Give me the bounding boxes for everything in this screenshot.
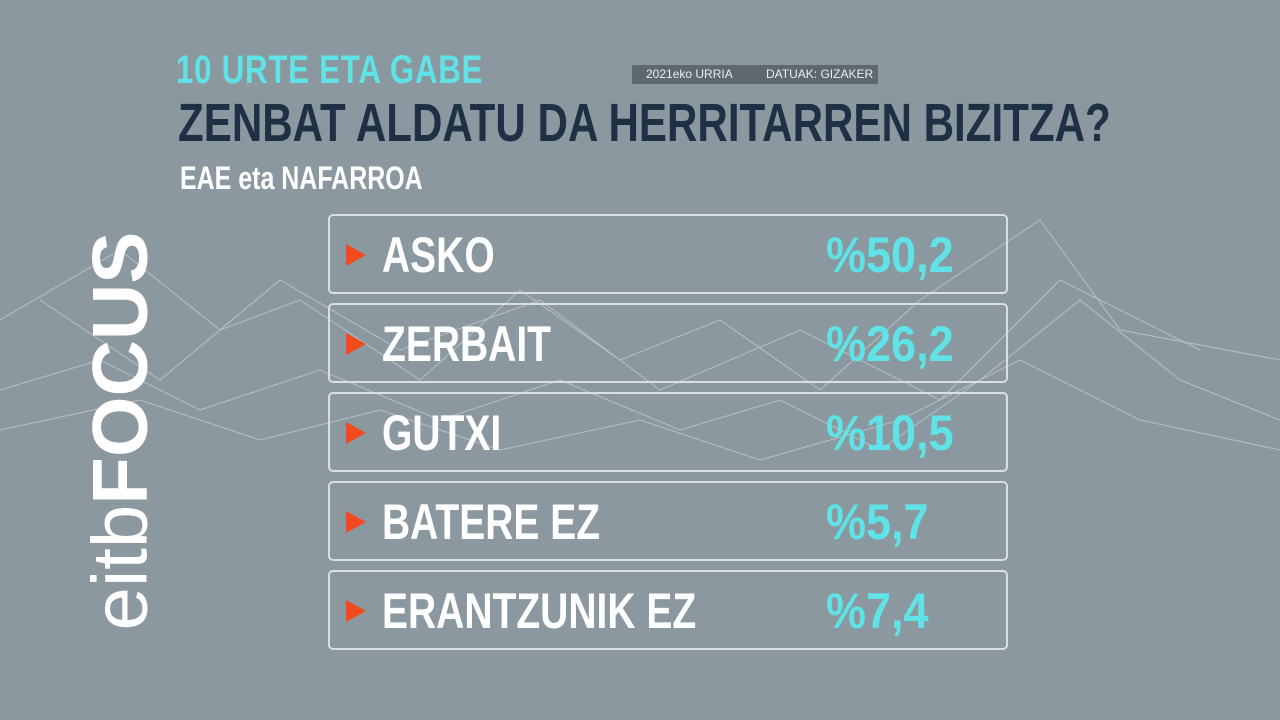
row: BATERE EZ %5,7 (328, 481, 1008, 561)
row-label: GUTXI (382, 404, 535, 462)
subtitle: EAE eta NAFARROA (180, 160, 491, 197)
row-label: ZERBAIT (382, 315, 599, 373)
logo-brand: eitb (75, 504, 164, 631)
bullet (346, 511, 366, 533)
row-label: ASKO (382, 226, 526, 284)
row-value-text: %7,4 (826, 583, 929, 639)
row-label: ERANTZUNIK EZ (382, 582, 785, 640)
title-text: ZENBAT ALDATU DA HERRITARREN BIZITZA? (178, 93, 1111, 153)
row-label-text: BATERE EZ (382, 494, 601, 550)
source: DATUAK: GIZAKER (766, 67, 874, 81)
date: 2021eko URRIA (646, 67, 733, 81)
row-label-text: GUTXI (382, 405, 502, 461)
row-value-text: %10,5 (826, 405, 954, 461)
kicker-text: 10 URTE ETA GABE (176, 48, 484, 92)
row-value: %26,2 (826, 315, 968, 373)
bullet (346, 600, 366, 622)
title: ZENBAT ALDATU DA HERRITARREN BIZITZA? (178, 92, 1280, 154)
logo-name: FOCUS (75, 231, 164, 505)
row-label-text: ZERBAIT (382, 316, 551, 372)
row: ZERBAIT %26,2 (328, 303, 1008, 383)
bullet (346, 422, 366, 444)
bullet (346, 333, 366, 355)
row-value-text: %5,7 (826, 494, 929, 550)
row-value: %50,2 (826, 226, 968, 284)
bullet (346, 244, 366, 266)
row-label: BATERE EZ (382, 493, 662, 551)
row-value: %5,7 (826, 493, 940, 551)
row-value: %10,5 (826, 404, 968, 462)
row-label-text: ASKO (382, 227, 495, 283)
row: ERANTZUNIK EZ %7,4 (328, 570, 1008, 650)
row-value: %7,4 (826, 582, 940, 640)
meta-bar: 2021eko URRIA DATUAK: GIZAKER (632, 65, 878, 84)
row-label-text: ERANTZUNIK EZ (382, 583, 697, 639)
logo: eitbFOCUS (75, 232, 166, 631)
subtitle-text: EAE eta NAFARROA (180, 160, 423, 196)
row-value-text: %50,2 (826, 227, 954, 283)
row: ASKO %50,2 (328, 214, 1008, 294)
row-value-text: %26,2 (826, 316, 954, 372)
kicker: 10 URTE ETA GABE (176, 48, 570, 93)
row: GUTXI %10,5 (328, 392, 1008, 472)
